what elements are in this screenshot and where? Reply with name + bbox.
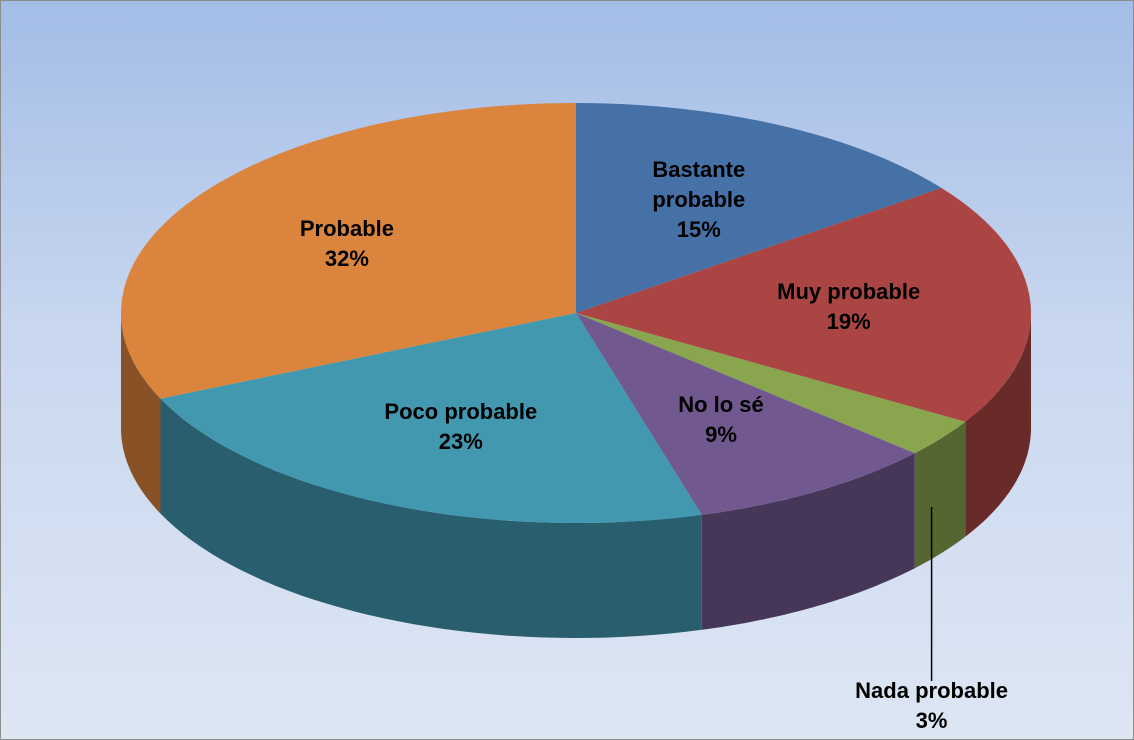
value-label: 32% bbox=[324, 246, 369, 272]
data-label: Nada probable 3% bbox=[832, 676, 1032, 736]
value-label: 23% bbox=[438, 429, 483, 455]
category-label: Poco probable bbox=[384, 399, 538, 425]
value-label: 15% bbox=[676, 217, 721, 243]
pie-side bbox=[914, 421, 966, 569]
pie-side bbox=[121, 313, 161, 514]
category-label: No lo sé bbox=[678, 391, 764, 417]
pie-slice bbox=[576, 313, 915, 515]
data-label: Poco probable 23% bbox=[361, 397, 561, 457]
pie-slice bbox=[120, 103, 576, 399]
pie-slice bbox=[160, 313, 702, 523]
pie-slice bbox=[576, 103, 942, 313]
pie-side bbox=[965, 313, 1031, 537]
pie-slice bbox=[576, 313, 966, 454]
category-label: Nada probable bbox=[855, 678, 1008, 703]
category-label: Probable bbox=[299, 216, 395, 242]
data-label: Muy probable 19% bbox=[749, 277, 949, 337]
data-label: No lo sé 9% bbox=[621, 390, 821, 450]
pie-slice bbox=[576, 187, 1031, 422]
category-label: Muy probable bbox=[777, 279, 921, 305]
value-label: 19% bbox=[826, 309, 871, 335]
pie-side bbox=[701, 453, 915, 630]
data-label: Bastante probable 15% bbox=[634, 155, 764, 245]
value-label: 9% bbox=[705, 421, 737, 447]
category-label: Bastante probable bbox=[652, 157, 746, 213]
data-label: Probable 32% bbox=[247, 214, 447, 274]
value-label: 3% bbox=[915, 708, 948, 733]
pie-side bbox=[160, 398, 702, 638]
